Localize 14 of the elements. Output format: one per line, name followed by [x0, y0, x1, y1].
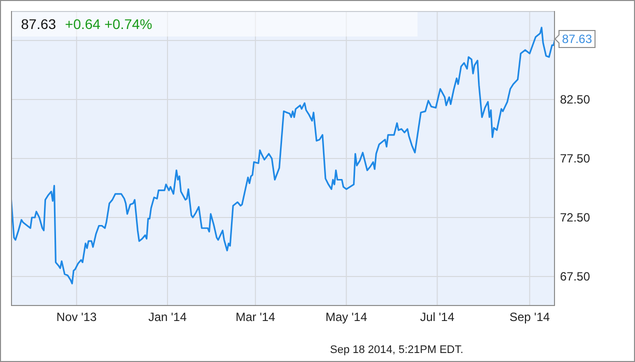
y-tick-label: 72.50	[560, 210, 590, 225]
text: Sep 18 2014, 5:21PM EDT.	[330, 344, 464, 356]
chart-title: 87.63	[21, 16, 56, 32]
x-tick-label: Jul '14	[420, 310, 455, 324]
annotation: 87.63	[562, 32, 592, 46]
y-tick-label: 67.50	[560, 270, 590, 284]
x-tick-label: Jan '14	[148, 310, 187, 324]
x-tick-label: May '14	[326, 310, 368, 324]
y-tick-label: 77.50	[560, 152, 590, 166]
x-tick-label: Sep '14	[510, 310, 550, 324]
x-tick-label: Nov '13	[56, 310, 98, 324]
x-tick-label: Mar '14	[236, 310, 276, 324]
chart-subtitle: +0.64 +0.74%	[65, 16, 152, 32]
y-tick-label: 82.50	[560, 92, 590, 107]
